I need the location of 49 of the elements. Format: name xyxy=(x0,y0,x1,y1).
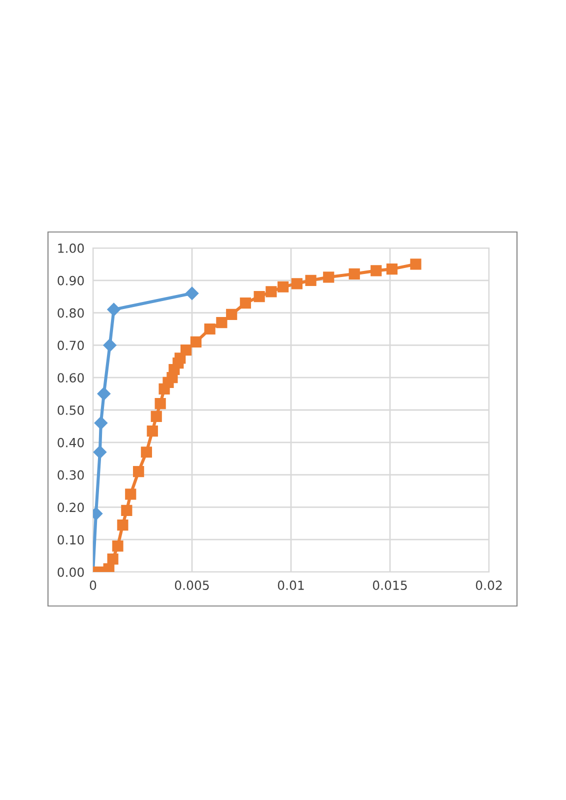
point xyxy=(107,302,120,316)
y-tick-label: 0.00 xyxy=(58,567,84,577)
y-tick-label: 0.40 xyxy=(58,438,84,448)
point xyxy=(323,272,334,283)
point xyxy=(226,308,238,320)
point xyxy=(103,338,116,352)
point xyxy=(240,298,252,309)
point xyxy=(185,286,199,300)
point xyxy=(154,398,166,410)
point xyxy=(291,278,302,290)
point xyxy=(370,265,382,276)
point xyxy=(117,519,128,531)
point xyxy=(254,291,265,302)
y-tick-label: 0.90 xyxy=(58,276,84,286)
point xyxy=(132,466,144,478)
point xyxy=(150,410,162,422)
x-tick-label: 0 xyxy=(90,580,96,590)
y-tick-label: 0.70 xyxy=(58,340,84,350)
point xyxy=(216,316,228,328)
x-tick-label: 0.015 xyxy=(372,580,407,590)
point xyxy=(125,488,136,500)
y-tick-label: 0.20 xyxy=(58,502,84,512)
point xyxy=(93,446,107,459)
point xyxy=(348,268,360,280)
point xyxy=(410,258,422,270)
point xyxy=(112,540,124,552)
x-tick-label: 0.01 xyxy=(278,580,304,590)
x-tick-label: 0.02 xyxy=(476,580,502,590)
point xyxy=(266,286,277,298)
y-tick-label: 0.50 xyxy=(58,405,84,415)
point xyxy=(103,563,114,572)
point xyxy=(107,553,118,565)
y-tick-label: 0.30 xyxy=(58,470,84,480)
point xyxy=(180,344,192,356)
point xyxy=(140,446,152,458)
point xyxy=(97,387,110,400)
y-tick-label: 0.80 xyxy=(58,308,84,318)
point xyxy=(94,416,108,430)
point xyxy=(305,274,316,286)
point xyxy=(146,426,158,437)
y-tick-label: 1.00 xyxy=(58,243,84,253)
x-tick-label: 0.005 xyxy=(174,580,209,590)
point xyxy=(278,281,289,292)
point xyxy=(386,264,398,275)
y-tick-label: 0.10 xyxy=(58,535,84,545)
point xyxy=(190,336,202,348)
y-tick-label: 0.60 xyxy=(58,373,84,383)
point xyxy=(121,504,132,516)
point xyxy=(204,323,216,335)
